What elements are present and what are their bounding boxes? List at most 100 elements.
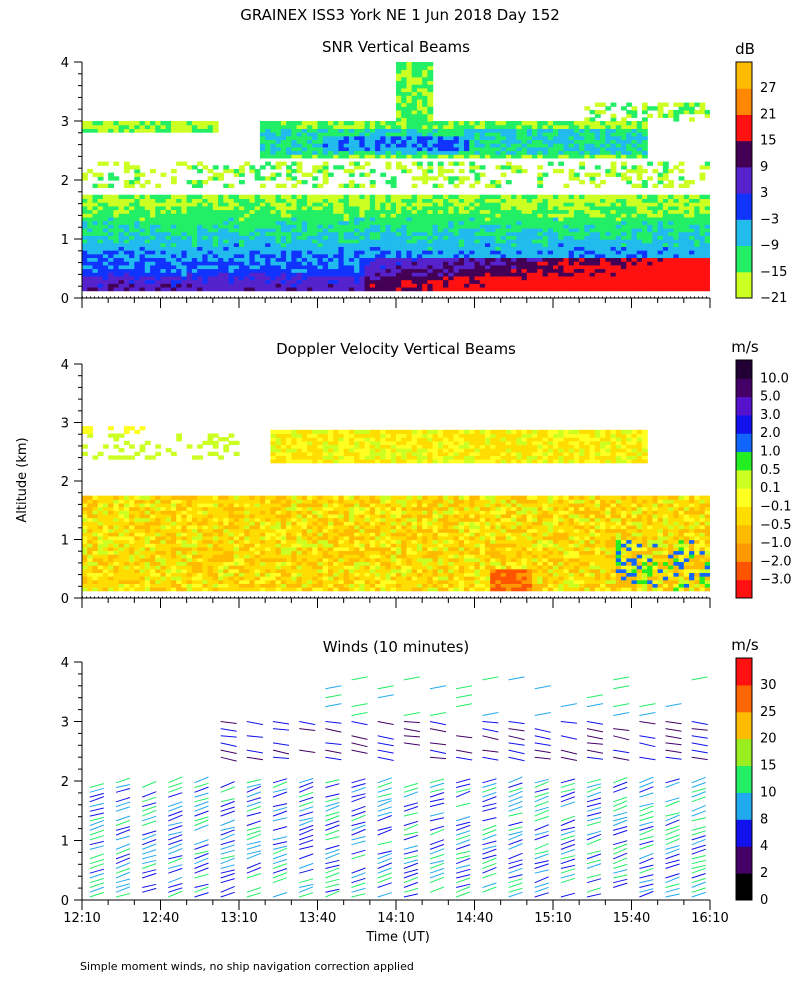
data-cell (259, 250, 266, 255)
data-cell (170, 279, 177, 284)
data-cell (165, 205, 172, 211)
data-cell (563, 139, 570, 144)
data-cell (553, 224, 559, 229)
data-cell (254, 283, 261, 288)
data-cell (647, 268, 654, 273)
data-cell (416, 176, 423, 181)
data-cell (458, 235, 465, 240)
data-cell (526, 250, 533, 255)
data-cell (338, 286, 345, 292)
data-cell (626, 261, 633, 266)
data-cell (411, 98, 418, 104)
data-cell (464, 205, 470, 211)
data-cell (134, 495, 141, 500)
data-cell (699, 250, 706, 255)
data-cell (390, 283, 397, 288)
data-cell (301, 239, 308, 244)
data-cell (511, 286, 517, 292)
data-cell (102, 283, 109, 288)
data-cell (385, 202, 392, 207)
data-cell (291, 128, 298, 133)
data-cell (191, 272, 198, 277)
data-cell (150, 565, 156, 570)
data-cell (155, 539, 162, 544)
data-cell (197, 194, 203, 200)
data-cell (610, 124, 617, 129)
y-tick-label: 2 (61, 174, 69, 189)
data-cell (647, 257, 654, 262)
data-cell (118, 224, 125, 229)
data-cell (87, 510, 94, 515)
data-cell (108, 183, 114, 188)
data-cell (134, 429, 141, 435)
data-cell (354, 216, 360, 222)
data-cell (108, 121, 114, 126)
data-cell (553, 235, 559, 240)
data-cell (699, 172, 706, 177)
data-cell (474, 209, 481, 214)
data-cell (275, 216, 282, 222)
data-cell (129, 535, 135, 541)
data-cell (636, 202, 643, 207)
data-cell (704, 257, 710, 262)
data-cell (338, 261, 345, 266)
data-cell (542, 213, 549, 218)
data-cell (265, 209, 271, 214)
data-cell (333, 268, 340, 273)
data-cell (437, 272, 444, 277)
data-cell (558, 132, 565, 137)
data-cell (322, 194, 329, 200)
data-cell (553, 146, 559, 152)
data-cell (134, 521, 141, 526)
data-cell (532, 231, 538, 236)
data-cell (118, 286, 125, 292)
data-cell (458, 128, 465, 133)
data-cell (464, 224, 470, 229)
data-cell (532, 261, 538, 266)
data-cell (239, 168, 245, 174)
data-cell (317, 272, 324, 277)
data-cell (92, 250, 99, 255)
data-cell (239, 224, 245, 229)
data-cell (479, 268, 486, 273)
data-cell (484, 121, 491, 126)
data-cell (453, 264, 460, 270)
data-cell (160, 495, 167, 500)
data-cell (165, 517, 172, 522)
data-cell (280, 268, 287, 273)
data-cell (600, 239, 606, 244)
data-cell (348, 132, 355, 137)
data-cell (165, 495, 172, 500)
data-cell (97, 261, 104, 266)
data-cell (453, 231, 460, 236)
data-cell (636, 231, 643, 236)
data-cell (474, 205, 481, 211)
data-cell (448, 227, 455, 233)
data-cell (573, 205, 580, 211)
data-cell (511, 268, 517, 273)
data-cell (343, 183, 350, 188)
data-cell (547, 268, 554, 273)
data-cell (484, 286, 491, 292)
data-cell (668, 261, 674, 266)
data-cell (511, 150, 517, 155)
data-cell (484, 216, 491, 222)
data-cell (244, 268, 251, 273)
data-cell (144, 227, 151, 233)
data-cell (155, 565, 162, 570)
data-cell (113, 242, 120, 247)
data-cell (176, 268, 183, 273)
data-cell (385, 209, 392, 214)
data-cell (511, 165, 517, 170)
data-cell (589, 180, 596, 185)
data-cell (547, 239, 554, 244)
data-cell (212, 165, 219, 170)
data-cell (275, 194, 282, 200)
data-cell (458, 139, 465, 144)
data-cell (553, 124, 559, 129)
data-cell (191, 231, 198, 236)
data-cell (113, 565, 120, 570)
data-cell (662, 194, 669, 200)
data-cell (505, 257, 512, 262)
data-cell (375, 150, 381, 155)
